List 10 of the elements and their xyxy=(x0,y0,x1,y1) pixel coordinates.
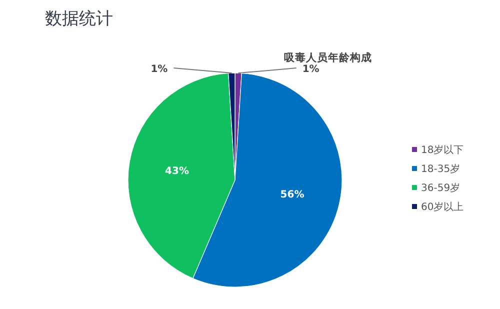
data-label: 56% xyxy=(280,190,304,201)
legend-label: 18-35岁 xyxy=(421,163,460,175)
legend-label: 18岁以下 xyxy=(421,144,464,156)
data-label: 1% xyxy=(302,64,320,76)
data-label: 43% xyxy=(165,166,189,177)
chart-subtitle: 吸毒人员年龄构成 xyxy=(284,51,372,64)
legend-label: 60岁以上 xyxy=(421,201,464,213)
chart-title: 数据统计 xyxy=(45,9,113,29)
legend-label: 36-59岁 xyxy=(421,182,460,194)
data-label: 1% xyxy=(150,64,168,76)
